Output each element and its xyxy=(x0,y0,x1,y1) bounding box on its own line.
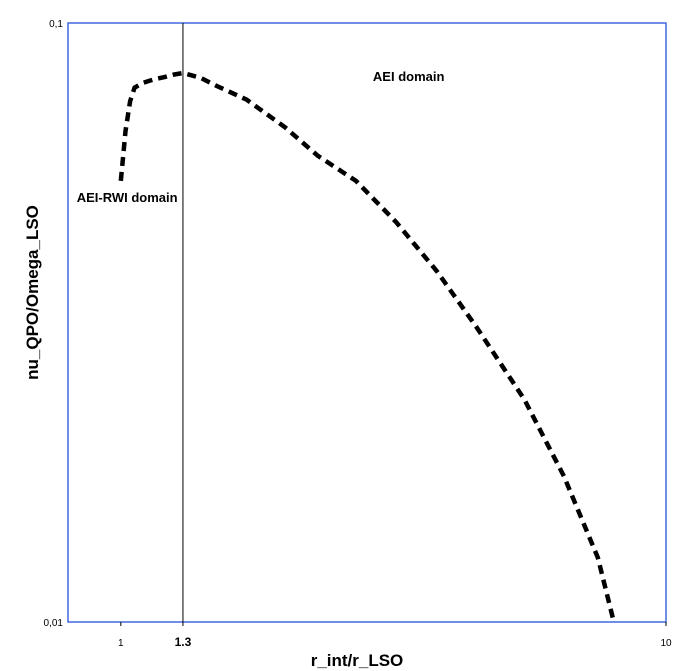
y-axis-ticks: 0,1 0,01 xyxy=(44,19,64,629)
series-line xyxy=(121,73,613,619)
annotation-label: AEI domain xyxy=(373,69,445,84)
x-tick-label: 1.3 xyxy=(175,635,192,649)
x-axis-ticks: 1 1.3 10 xyxy=(118,622,672,649)
y-tick-label: 0,01 xyxy=(44,618,64,629)
y-tick-label: 0,1 xyxy=(49,19,63,30)
x-axis-label: r_int/r_LSO xyxy=(311,651,404,670)
plot-area xyxy=(68,23,666,622)
plot-frame xyxy=(68,23,666,622)
x-tick-label: 1 xyxy=(118,638,124,649)
annotation-label: AEI-RWI domain xyxy=(77,190,178,205)
x-tick-label: 10 xyxy=(660,638,672,649)
y-axis-label: nu_QPO/Omega_LSO xyxy=(23,205,42,380)
